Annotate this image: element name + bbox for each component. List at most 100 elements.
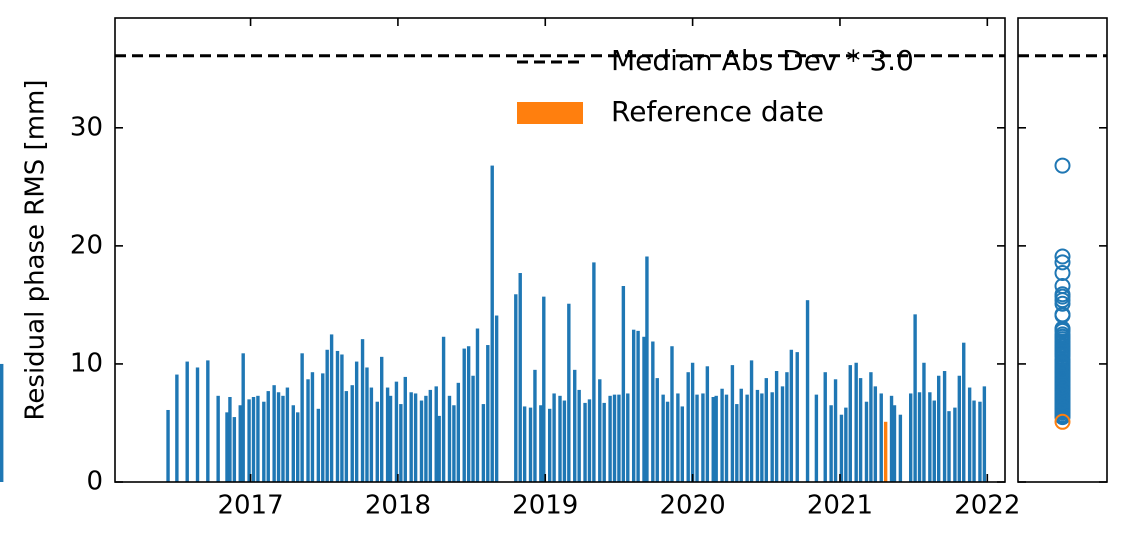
bar [419,400,424,482]
side-point [1054,328,1071,345]
bar [962,342,966,482]
x-tick-label: 2022 [954,491,1020,521]
bar [462,348,466,482]
bar [833,379,838,482]
bar [285,387,290,482]
bar [587,399,592,482]
bar [413,393,418,482]
bar [755,389,760,482]
bar [854,362,858,482]
bar [447,395,452,482]
bar [388,395,393,482]
bar [514,294,518,482]
bar [972,400,976,482]
bar [562,400,567,482]
bar [642,336,646,482]
bar [636,330,640,482]
bar [655,378,659,482]
bar [216,395,220,482]
bar [335,350,340,482]
bar [394,381,399,482]
bar [770,392,774,482]
bar [552,393,556,482]
side-point [1054,384,1071,401]
bar [251,396,256,482]
x-tick-label: 2021 [807,491,873,521]
bar [185,361,189,482]
bar [490,165,494,482]
bar [864,401,869,482]
side-point [1054,157,1071,174]
bar [612,394,617,482]
bar [932,400,936,482]
bar [829,405,833,482]
bar [291,405,295,482]
bar [424,395,428,482]
bar [256,395,260,482]
side-point [1054,248,1071,265]
side-point [1054,334,1071,351]
bar [539,405,543,482]
side-point [1054,322,1071,339]
bar [711,396,715,482]
bar [858,378,863,482]
bar [760,393,764,482]
bar [982,386,987,482]
bar [409,392,413,482]
bar [936,375,941,482]
bar [300,353,304,482]
bar [978,401,982,482]
bar [676,393,680,482]
bar [928,392,932,482]
x-tick-label: 2018 [365,491,431,521]
bar [967,387,972,482]
bar [730,365,735,482]
bar [434,386,438,482]
bar [749,360,754,482]
bar [645,256,649,482]
legend-label: Reference date [611,95,824,128]
bar [365,367,369,482]
bar [533,369,537,482]
bar [238,405,242,482]
side-point [1054,278,1071,295]
bar [735,404,739,482]
bar [437,415,441,482]
bar [369,387,374,482]
bar [908,393,913,482]
bar [325,349,329,482]
bar [0,363,4,482]
bar [281,395,285,482]
bar [695,394,699,482]
bar [385,387,390,482]
bar [276,392,281,482]
bar [602,402,606,482]
side-reference-point [1054,413,1071,430]
y-tick-label: 20 [70,230,103,260]
bar [889,395,894,482]
bar [481,404,486,482]
bar [471,375,475,482]
bar [789,349,794,482]
bar [428,389,433,482]
axes-frame [1017,17,1108,483]
bar [577,389,581,482]
bar [441,336,446,482]
bar [631,329,636,482]
bar [403,376,407,482]
bar [175,374,179,482]
bar [310,372,315,482]
bar [922,362,926,482]
x-tick-label: 2017 [217,491,283,521]
bar [573,369,577,482]
bar [316,408,321,482]
bar [241,353,245,482]
bar [494,315,499,482]
bar [621,286,626,482]
bar [321,373,325,482]
bar [567,303,571,482]
side-point [1054,367,1071,384]
bar [617,394,621,482]
bar [670,346,674,482]
